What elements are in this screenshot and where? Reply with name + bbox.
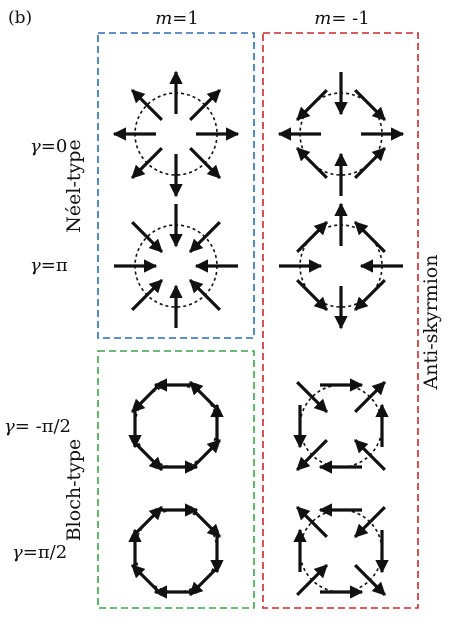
spin-arrow xyxy=(131,279,163,311)
spin-texture-mminus1-1 xyxy=(277,72,405,196)
row-label-gamma-pi: γ=π xyxy=(30,255,68,276)
spin-texture-m1-2 xyxy=(114,204,238,328)
spin-arrow xyxy=(296,89,328,121)
spin-arrow xyxy=(296,279,328,311)
spin-arrow xyxy=(354,506,386,538)
spin-arrow xyxy=(354,381,386,413)
spin-arrow xyxy=(189,381,221,413)
row-label-gamma-pi-var: γ xyxy=(30,255,41,276)
row-label-gamma-minus-pi-half: γ= -π/2 xyxy=(4,416,71,437)
spin-arrow xyxy=(296,381,328,413)
spin-arrow xyxy=(131,439,163,471)
spin-texture-m1-0 xyxy=(112,70,240,198)
spin-arrow xyxy=(354,279,386,311)
neel-type-label: Néel-type xyxy=(63,139,85,232)
row-label-gamma-0: γ=0 xyxy=(30,136,67,157)
spin-arrow xyxy=(189,439,221,471)
column-header-m-1: m= -1 xyxy=(314,8,369,29)
spin-arrow xyxy=(296,439,328,471)
bloch-type-box xyxy=(97,350,255,609)
bloch-type-label: Bloch-type xyxy=(63,439,85,542)
spin-arrow xyxy=(131,89,163,121)
spin-arrow xyxy=(131,147,163,179)
row-label-gamma-minus-pi-half-var: γ xyxy=(4,416,15,437)
row-label-gamma-0-val: =0 xyxy=(41,136,68,157)
spin-arrow xyxy=(189,221,221,253)
spin-texture-mminus1-7 xyxy=(293,503,389,599)
spin-arrow xyxy=(354,439,386,471)
spin-arrow xyxy=(296,221,328,253)
row-label-gamma-pi-half: γ=π/2 xyxy=(12,542,67,563)
column-header-m1-var: m xyxy=(155,8,172,29)
spin-arrow xyxy=(189,147,221,179)
column-header-m1-val: =1 xyxy=(172,8,199,29)
neel-type-box xyxy=(97,32,255,339)
spin-arrow xyxy=(131,506,163,538)
column-header-m-1-var: m xyxy=(314,8,331,29)
spin-arrow xyxy=(296,564,328,596)
row-label-gamma-minus-pi-half-val: = -π/2 xyxy=(15,416,71,437)
row-label-gamma-pi-half-val: =π/2 xyxy=(23,542,67,563)
column-header-m1: m=1 xyxy=(155,8,199,29)
spin-arrow xyxy=(296,506,328,538)
spin-textures xyxy=(112,70,405,599)
spin-arrow xyxy=(354,221,386,253)
spin-texture-m1-4 xyxy=(128,378,224,474)
spin-arrow xyxy=(296,147,328,179)
anti-skyrmion-box xyxy=(262,32,419,609)
spin-arrow xyxy=(189,279,221,311)
spin-arrow xyxy=(131,221,163,253)
column-header-m-1-val: = -1 xyxy=(331,8,369,29)
spin-arrow xyxy=(189,89,221,121)
spin-texture-mminus1-3 xyxy=(279,202,403,330)
spin-arrow xyxy=(354,564,386,596)
row-label-gamma-pi-val: =π xyxy=(41,255,68,276)
spin-arrow xyxy=(354,147,386,179)
spin-arrow xyxy=(131,564,163,596)
anti-skyrmion-label: Anti-skyrmion xyxy=(420,255,442,391)
spin-arrow xyxy=(189,506,221,538)
spin-arrow xyxy=(189,564,221,596)
spin-arrow xyxy=(131,381,163,413)
spin-texture-mminus1-5 xyxy=(293,378,389,474)
spin-arrow xyxy=(354,89,386,121)
panel-label: (b) xyxy=(8,8,32,28)
spin-texture-m1-6 xyxy=(128,503,224,599)
row-label-gamma-0-var: γ xyxy=(30,136,41,157)
row-label-gamma-pi-half-var: γ xyxy=(12,542,23,563)
